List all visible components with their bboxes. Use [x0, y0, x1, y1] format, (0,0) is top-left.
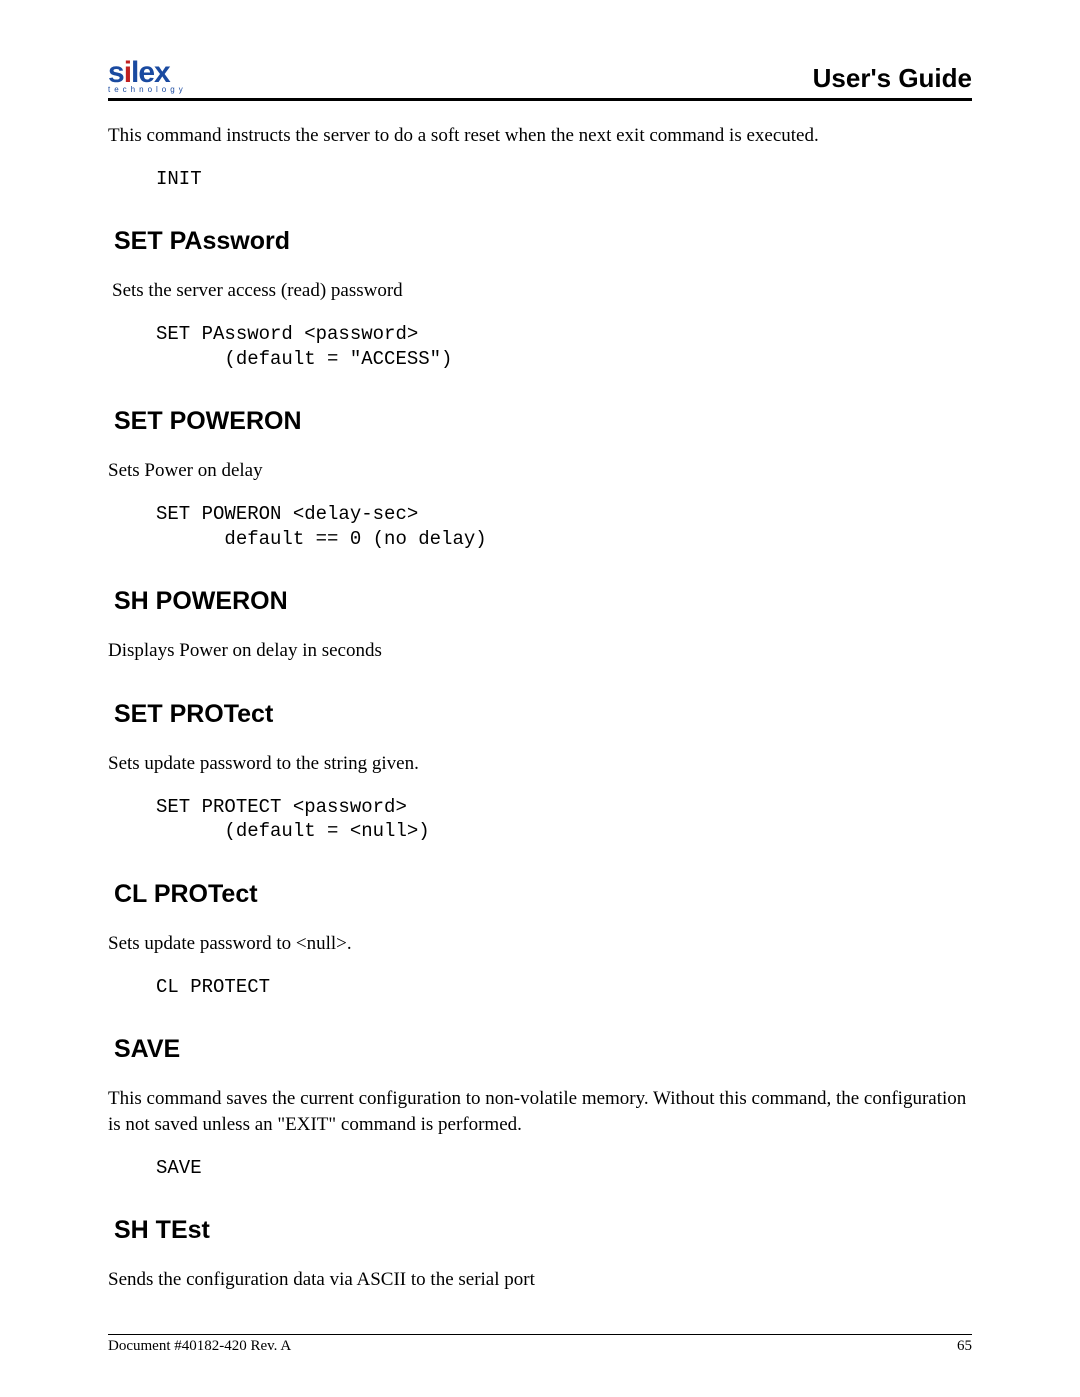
- desc-sh-test: Sends the configuration data via ASCII t…: [108, 1267, 972, 1293]
- logo-wordmark: silex: [108, 58, 187, 88]
- footer-page-number: 65: [957, 1338, 972, 1355]
- heading-set-password: SET PAssword: [114, 227, 972, 256]
- heading-sh-test: SH TEst: [114, 1216, 972, 1245]
- heading-set-poweron: SET POWERON: [114, 407, 972, 436]
- page-footer: Document #40182-420 Rev. A 65: [108, 1334, 972, 1355]
- heading-sh-poweron: SH POWERON: [114, 587, 972, 616]
- logo-subtext: technology: [108, 86, 187, 94]
- code-set-poweron: SET POWERON <delay-sec> default == 0 (no…: [156, 502, 972, 551]
- desc-set-poweron: Sets Power on delay: [108, 458, 972, 484]
- page-header: silex technology User's Guide: [108, 58, 972, 101]
- code-set-password: SET PAssword <password> (default = "ACCE…: [156, 322, 972, 371]
- intro-paragraph: This command instructs the server to do …: [108, 123, 972, 149]
- heading-save: SAVE: [114, 1035, 972, 1064]
- code-save: SAVE: [156, 1156, 972, 1181]
- desc-set-protect: Sets update password to the string given…: [108, 751, 972, 777]
- desc-sh-poweron: Displays Power on delay in seconds: [108, 638, 972, 664]
- intro-code: INIT: [156, 167, 972, 192]
- heading-set-protect: SET PROTect: [114, 700, 972, 729]
- heading-cl-protect: CL PROTect: [114, 880, 972, 909]
- code-cl-protect: CL PROTECT: [156, 975, 972, 1000]
- desc-set-password: Sets the server access (read) password: [112, 278, 972, 304]
- logo: silex technology: [108, 58, 187, 94]
- page-container: silex technology User's Guide This comma…: [0, 0, 1080, 1397]
- code-set-protect: SET PROTECT <password> (default = <null>…: [156, 795, 972, 844]
- guide-title: User's Guide: [813, 63, 972, 94]
- footer-doc-ref: Document #40182-420 Rev. A: [108, 1338, 291, 1355]
- desc-cl-protect: Sets update password to <null>.: [108, 931, 972, 957]
- desc-save: This command saves the current configura…: [108, 1086, 972, 1137]
